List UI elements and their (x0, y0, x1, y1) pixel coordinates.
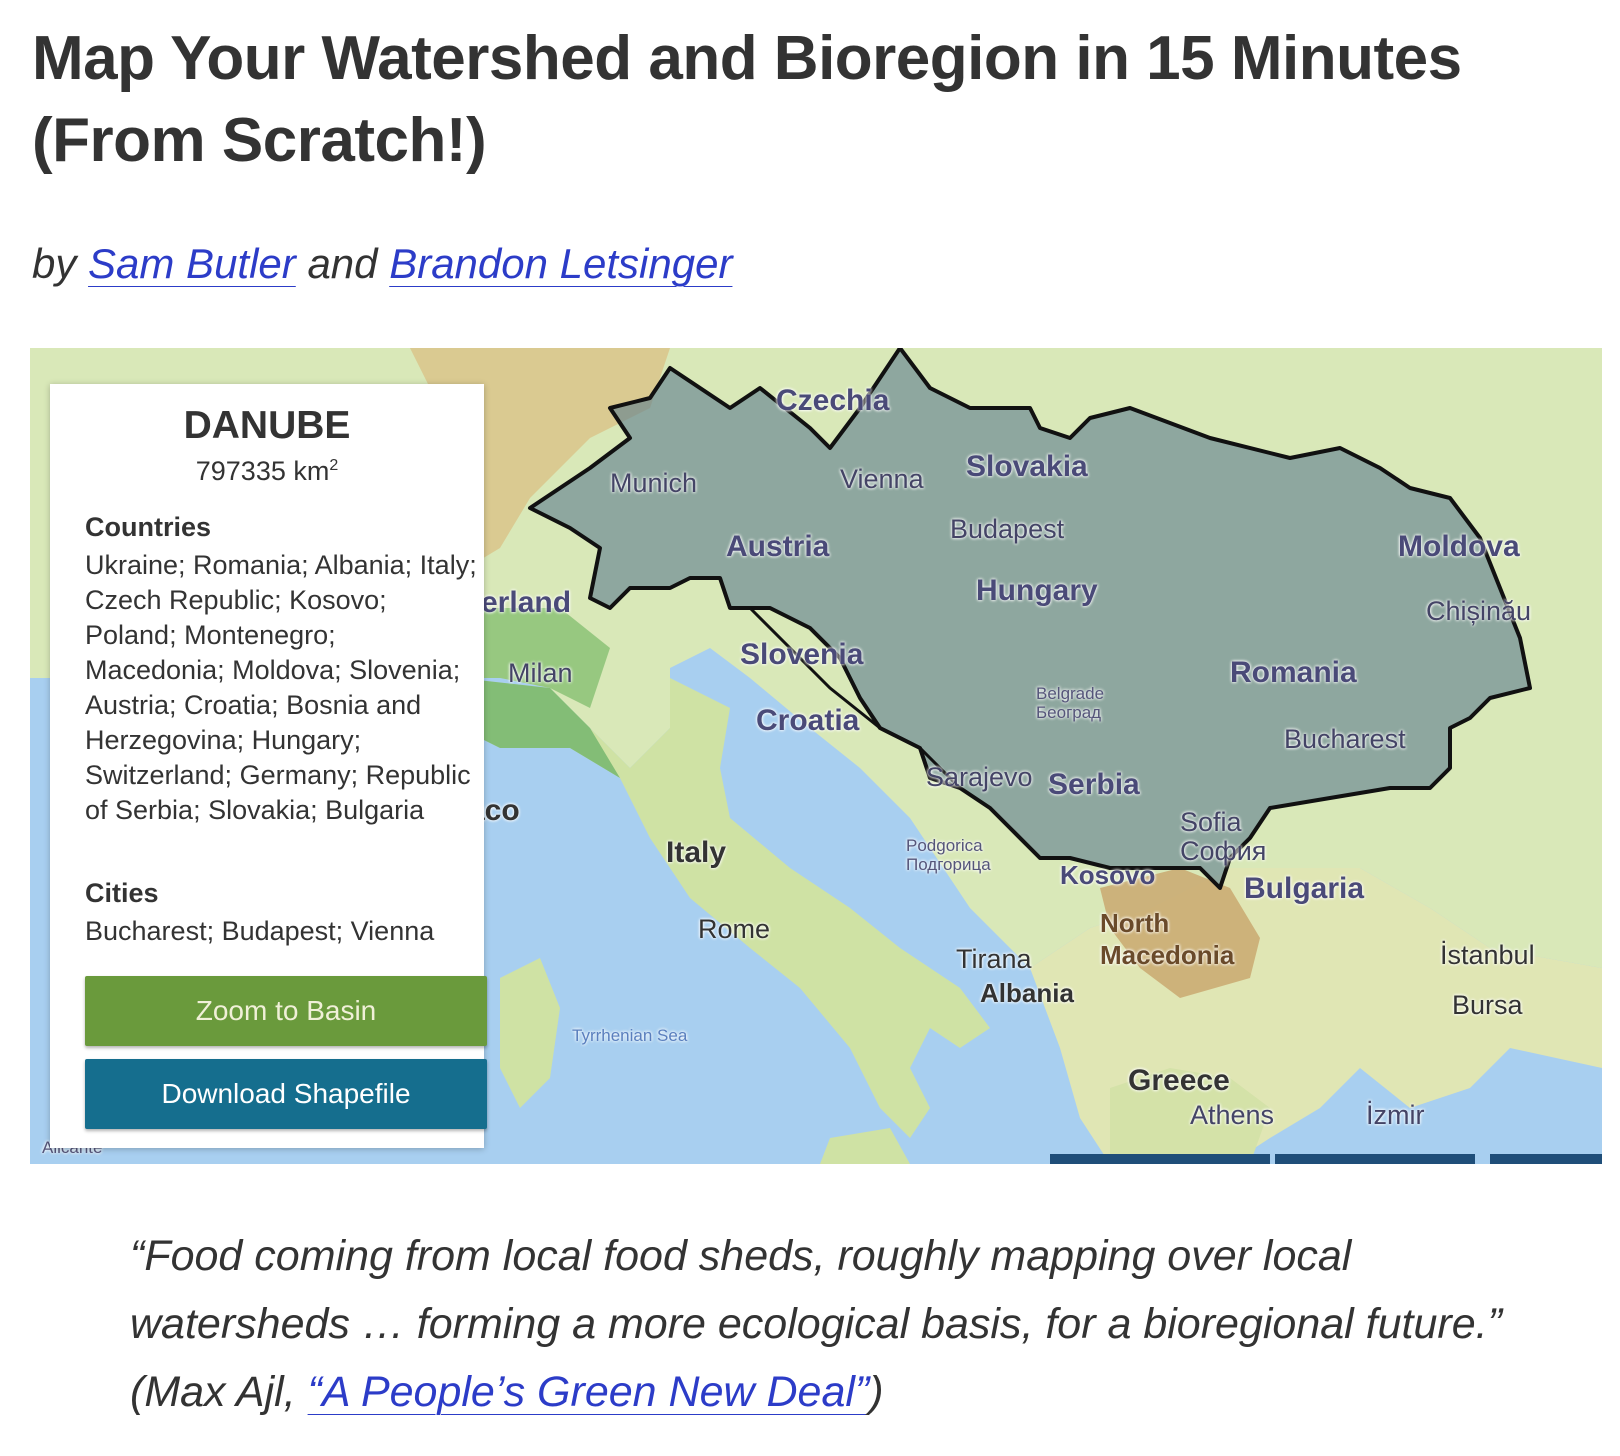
map-label-tyrrhenian-sea: Tyrrhenian Sea (572, 1026, 688, 1045)
north-italy-green (460, 678, 620, 778)
cities-list: Bucharest; Budapest; Vienna (85, 916, 435, 946)
basin-area-unit-exponent: 2 (329, 457, 339, 474)
map-label-slovenia: Slovenia (740, 638, 864, 671)
map-label-kosovo: Kosovo (1060, 860, 1156, 890)
basin-area-value: 797335 km (195, 456, 330, 486)
map-label-podgorica-latin: Podgorica (906, 836, 983, 855)
danube-basin-polygon (528, 348, 1532, 890)
scale-bar-right (1490, 1154, 1602, 1164)
quote-attribution-suffix: ) (869, 1368, 884, 1416)
author-link-brandon-letsinger[interactable]: Brandon Letsinger (389, 240, 733, 287)
greece-land (1110, 1068, 1270, 1164)
byline-prefix: by (32, 240, 77, 287)
map-label-north-macedonia-line1: North (1100, 908, 1170, 938)
map-label-croatia: Croatia (756, 704, 860, 737)
map-label-tirana: Tirana (956, 944, 1032, 974)
countries-heading: Countries (85, 512, 212, 542)
author-link-sam-butler[interactable]: Sam Butler (88, 240, 296, 287)
adriatic-coast-line (748, 606, 962, 790)
article-title: Map Your Watershed and Bioregion in 15 M… (32, 24, 1462, 175)
map-label-bulgaria: Bulgaria (1244, 872, 1365, 905)
countries-list: Ukraine; Romania; Albania; Italy; Czech … (85, 550, 477, 825)
quote-text: “Food coming from local food sheds, roug… (130, 1232, 1502, 1348)
sicily-land (820, 1128, 910, 1164)
map-label-greece: Greece (1128, 1064, 1230, 1097)
map-label-milan: Milan (508, 658, 573, 688)
map-label-north-macedonia: North (1100, 908, 1169, 938)
quote-source-link[interactable]: “A People’s Green New Deal” (307, 1368, 870, 1416)
map-label-austria: Austria (726, 530, 830, 563)
map-label-sofia-cyrillic: София (1180, 836, 1267, 866)
map-label-bucharest: Bucharest (1284, 724, 1406, 754)
map-label-rome: Rome (698, 914, 771, 944)
map-label-sarajevo: Sarajevo (926, 762, 1033, 792)
map-label-macedonia-line2: Macedonia (1100, 940, 1235, 970)
map-label-italy: Italy (666, 836, 727, 869)
map-label-belgrade-latin: Belgrade (1036, 684, 1105, 703)
macedonia-region (1100, 868, 1260, 998)
basin-info-panel: DANUBE 797335 km2 Countries Ukraine; Rom… (50, 384, 487, 1148)
map-label-belgrade: Belgrade Београд (1036, 684, 1104, 722)
map-label-albania: Albania (980, 978, 1074, 1008)
map-label-moldova: Moldova (1398, 530, 1520, 563)
map-label-belgrade-cyrillic: Београд (1036, 703, 1102, 722)
map-label-podgorica-cyrillic: Подгорица (906, 855, 991, 874)
map-label-sofia-latin: Sofia (1180, 807, 1242, 837)
watershed-map[interactable]: Czechia Munich Vienna Slovakia Austria B… (30, 348, 1602, 1164)
sardinia-land (500, 958, 560, 1108)
cities-heading: Cities (85, 878, 159, 908)
quote-attribution-prefix: (Max Ajl, (130, 1368, 296, 1416)
swiss-green-terrain (460, 608, 610, 708)
scale-bar-mid (1275, 1154, 1475, 1164)
map-label-munich: Munich (610, 468, 698, 498)
byline: by Sam Butler and Brandon Letsinger (32, 240, 732, 288)
map-label-budapest: Budapest (950, 514, 1065, 544)
pull-quote: “Food coming from local food sheds, roug… (130, 1222, 1510, 1426)
download-shapefile-button[interactable]: Download Shapefile (85, 1059, 487, 1129)
zoom-to-basin-button[interactable]: Zoom to Basin (85, 976, 487, 1046)
byline-conjunction: and (307, 240, 378, 287)
map-label-hungary: Hungary (976, 574, 1098, 607)
map-label-serbia: Serbia (1048, 768, 1140, 801)
map-label-vienna: Vienna (840, 464, 924, 494)
map-label-bursa: Bursa (1452, 990, 1523, 1020)
map-label-izmir: İzmir (1366, 1100, 1425, 1130)
basin-name: DANUBE (183, 404, 351, 447)
map-label-istanbul: İstanbul (1440, 940, 1535, 970)
map-label-czechia: Czechia (776, 384, 890, 417)
map-label-romania: Romania (1230, 656, 1357, 689)
italy-land (460, 678, 990, 1138)
basin-area: 797335 km2 (50, 456, 484, 487)
map-label-chisinau: Chișinău (1426, 596, 1532, 626)
map-label-podgorica: Podgorica Подгорица (906, 836, 991, 874)
map-label-athens: Athens (1190, 1100, 1275, 1130)
map-label-sofia: Sofia София (1180, 808, 1266, 866)
scale-bar-left (1050, 1154, 1270, 1164)
map-label-slovakia: Slovakia (966, 450, 1088, 483)
